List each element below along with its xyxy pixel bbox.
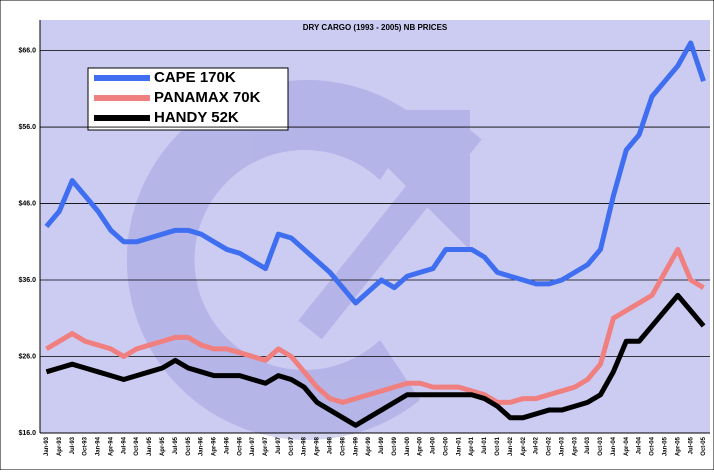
x-tick-label: Oct-93 <box>83 436 89 455</box>
x-tick-label: Jul-97 <box>276 436 282 454</box>
x-tick-label: Oct-01 <box>495 436 501 455</box>
x-tick-label: Jan-05 <box>662 436 668 456</box>
x-tick-label: Jul-00 <box>431 436 437 454</box>
x-tick-label: Jan-97 <box>250 436 256 456</box>
y-tick-label: $36.0 <box>18 277 36 284</box>
x-tick-label: Jul-98 <box>327 436 333 454</box>
x-tick-label: Jan-93 <box>44 436 50 456</box>
x-tick-label: Jan-94 <box>96 436 102 456</box>
y-tick-label: $26.0 <box>18 353 36 360</box>
x-tick-label: Oct-00 <box>443 436 449 455</box>
y-tick-label: $66.0 <box>18 47 36 54</box>
chart-title: DRY CARGO (1993 - 2005) NB PRICES <box>303 23 448 32</box>
x-tick-label: Apr-93 <box>57 436 63 456</box>
x-tick-label: Oct-98 <box>340 436 346 455</box>
x-tick-label: Apr-03 <box>572 436 578 456</box>
x-tick-label: Oct-05 <box>701 436 707 455</box>
x-tick-label: Oct-97 <box>289 436 295 455</box>
x-tick-label: Jul-01 <box>482 436 488 454</box>
x-tick-label: Jul-05 <box>688 436 694 454</box>
x-tick-label: Apr-98 <box>315 436 321 456</box>
x-tick-label: Jan-99 <box>353 436 359 456</box>
x-tick-label: Apr-01 <box>469 436 475 456</box>
x-tick-label: Jan-02 <box>508 436 514 456</box>
x-tick-label: Jul-96 <box>224 436 230 454</box>
legend-label: HANDY 52K <box>154 109 239 126</box>
x-tick-label: Jul-99 <box>379 436 385 454</box>
x-tick-label: Oct-04 <box>650 436 656 455</box>
y-tick-label: $46.0 <box>18 200 36 207</box>
x-tick-label: Apr-94 <box>108 436 114 456</box>
x-tick-label: Apr-95 <box>160 436 166 456</box>
x-tick-label: Oct-96 <box>237 436 243 455</box>
x-tick-label: Jan-01 <box>456 436 462 456</box>
x-tick-label: Oct-94 <box>134 436 140 455</box>
x-tick-label: Jul-95 <box>173 436 179 454</box>
x-tick-label: Jan-00 <box>405 436 411 456</box>
x-tick-label: Jan-96 <box>199 436 205 456</box>
x-tick-label: Jul-93 <box>70 436 76 454</box>
x-tick-label: Apr-00 <box>418 436 424 456</box>
x-tick-label: Apr-05 <box>675 436 681 456</box>
x-tick-label: Oct-99 <box>392 436 398 455</box>
y-tick-label: $16.0 <box>18 430 36 437</box>
x-tick-label: Oct-02 <box>547 436 553 455</box>
x-tick-label: Jul-03 <box>585 436 591 454</box>
chart: DRY CARGO (1993 - 2005) NB PRICES $16.0 $… <box>0 0 714 470</box>
x-tick-label: Apr-99 <box>366 436 372 456</box>
x-tick-label: Jul-02 <box>534 436 540 454</box>
x-tick-label: Jan-95 <box>147 436 153 456</box>
x-tick-label: Apr-97 <box>263 436 269 456</box>
x-tick-label: Apr-02 <box>521 436 527 456</box>
x-tick-label: Oct-03 <box>598 436 604 455</box>
x-tick-label: Oct-95 <box>186 436 192 455</box>
x-tick-label: Jan-03 <box>559 436 565 456</box>
y-tick-label: $56.0 <box>18 124 36 131</box>
legend-label: CAPE 170K <box>154 69 236 86</box>
legend-label: PANAMAX 70K <box>154 89 261 106</box>
x-tick-label: Apr-04 <box>624 436 630 456</box>
x-tick-label: Apr-96 <box>212 436 218 456</box>
x-tick-label: Jan-98 <box>302 436 308 456</box>
x-tick-label: Jul-04 <box>637 436 643 454</box>
x-tick-label: Jan-04 <box>611 436 617 456</box>
x-tick-label: Jul-94 <box>121 436 127 454</box>
